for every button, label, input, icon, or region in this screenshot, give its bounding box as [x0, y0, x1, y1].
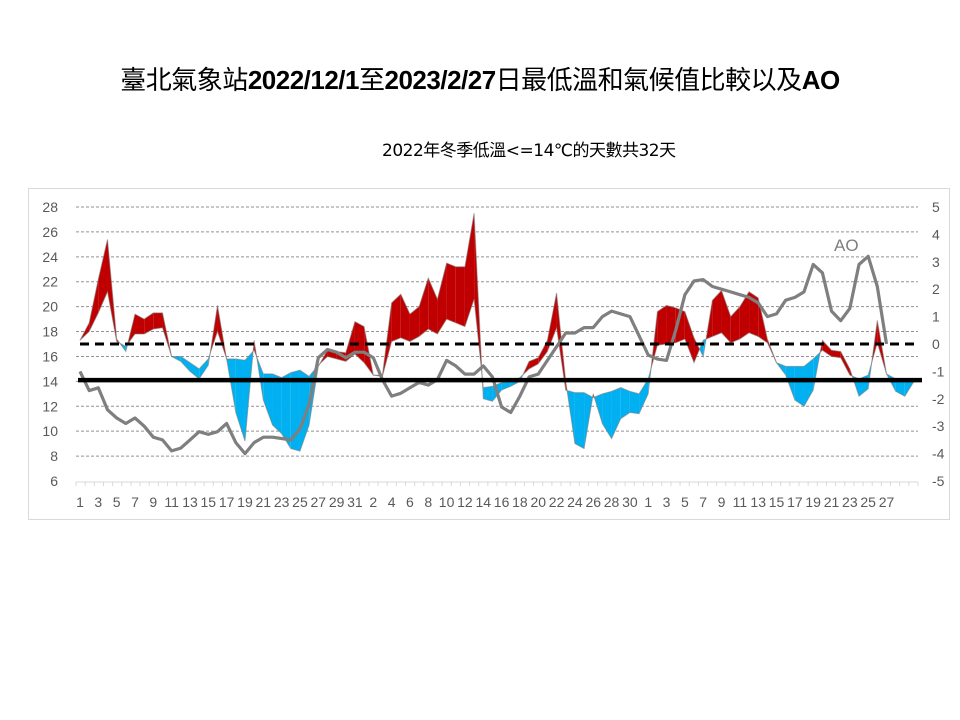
svg-text:2: 2	[369, 494, 377, 510]
svg-text:12: 12	[457, 494, 473, 510]
svg-text:22: 22	[549, 494, 565, 510]
svg-text:9: 9	[718, 494, 726, 510]
svg-text:-4: -4	[932, 446, 945, 462]
svg-text:17: 17	[787, 494, 803, 510]
svg-text:2: 2	[932, 281, 940, 297]
svg-text:11: 11	[733, 494, 748, 510]
svg-text:-1: -1	[932, 363, 945, 379]
svg-text:15: 15	[769, 494, 785, 510]
svg-text:7: 7	[699, 494, 707, 510]
left-axis: 28 26 24 22 20 18 16 14 12 10 8 6	[42, 199, 58, 489]
svg-text:28: 28	[604, 494, 620, 510]
chart-area	[28, 188, 950, 520]
svg-text:25: 25	[292, 494, 308, 510]
svg-text:8: 8	[50, 448, 58, 464]
svg-text:12: 12	[42, 398, 58, 414]
svg-text:11: 11	[164, 494, 179, 510]
svg-text:5: 5	[932, 199, 940, 215]
svg-text:18: 18	[42, 324, 58, 340]
svg-text:7: 7	[131, 494, 139, 510]
svg-text:27: 27	[310, 494, 326, 510]
svg-text:6: 6	[406, 494, 414, 510]
right-axis: 5 4 3 2 1 0 -1 -2 -3 -4 -5	[932, 199, 945, 489]
svg-text:17: 17	[219, 494, 235, 510]
svg-text:19: 19	[805, 494, 821, 510]
svg-text:26: 26	[585, 494, 601, 510]
chart-subtitle: 2022年冬季低溫<=14℃的天數共32天	[382, 141, 676, 161]
svg-text:-3: -3	[932, 418, 945, 434]
svg-text:13: 13	[750, 494, 766, 510]
svg-text:26: 26	[42, 224, 58, 240]
ao-series-label: AO	[834, 236, 859, 255]
svg-text:30: 30	[622, 494, 638, 510]
svg-text:6: 6	[50, 473, 58, 489]
svg-text:4: 4	[932, 226, 940, 242]
svg-text:5: 5	[113, 494, 121, 510]
svg-text:4: 4	[388, 494, 396, 510]
svg-text:31: 31	[347, 494, 363, 510]
svg-text:27: 27	[879, 494, 895, 510]
svg-text:-5: -5	[932, 473, 945, 489]
svg-text:16: 16	[494, 494, 510, 510]
svg-text:13: 13	[182, 494, 198, 510]
gridlines	[75, 206, 919, 486]
deviation-bands	[80, 213, 914, 452]
svg-text:3: 3	[663, 494, 671, 510]
svg-text:1: 1	[644, 494, 652, 510]
svg-text:20: 20	[530, 494, 546, 510]
svg-text:21: 21	[824, 494, 840, 510]
x-axis: 1 3 5 7 9 11 13 15 17 19 21 23 25 27 29 31 2 4 6 8 10 12 14 16 1…	[76, 494, 894, 510]
svg-text:28: 28	[42, 199, 58, 215]
svg-text:16: 16	[42, 348, 58, 364]
series-lines	[78, 213, 915, 456]
svg-text:23: 23	[274, 494, 290, 510]
svg-text:3: 3	[932, 254, 940, 270]
svg-text:9: 9	[149, 494, 157, 510]
svg-text:15: 15	[201, 494, 217, 510]
svg-text:19: 19	[237, 494, 253, 510]
svg-text:24: 24	[567, 494, 583, 510]
svg-text:22: 22	[42, 274, 58, 290]
svg-text:10: 10	[42, 423, 58, 439]
reference-lines	[78, 342, 922, 383]
chart-title: 臺北氣象站2022/12/1至2023/2/27日最低溫和氣候值比較以及AO	[120, 65, 840, 96]
svg-text:23: 23	[842, 494, 858, 510]
svg-text:5: 5	[681, 494, 689, 510]
svg-text:24: 24	[42, 249, 58, 265]
svg-text:8: 8	[424, 494, 432, 510]
svg-text:3: 3	[94, 494, 102, 510]
svg-text:25: 25	[860, 494, 876, 510]
svg-text:1: 1	[932, 309, 940, 325]
svg-text:29: 29	[329, 494, 345, 510]
svg-text:20: 20	[42, 299, 58, 315]
svg-text:-2: -2	[932, 391, 945, 407]
svg-text:14: 14	[475, 494, 491, 510]
svg-text:10: 10	[439, 494, 455, 510]
svg-text:21: 21	[256, 494, 272, 510]
svg-text:18: 18	[512, 494, 528, 510]
svg-text:1: 1	[76, 494, 84, 510]
svg-text:14: 14	[42, 373, 58, 389]
svg-text:0: 0	[932, 336, 940, 352]
